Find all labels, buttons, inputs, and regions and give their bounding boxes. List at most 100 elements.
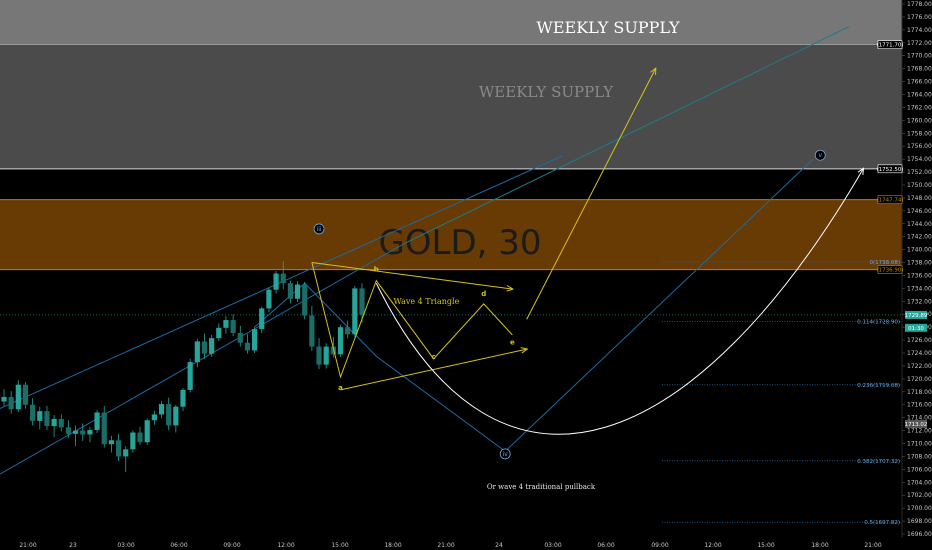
candle-body	[80, 430, 86, 435]
x-tick-label: 03:00	[544, 542, 561, 549]
trend-lines-layer	[0, 26, 850, 475]
wave-label: b	[374, 266, 379, 274]
price-axis[interactable]	[902, 0, 932, 538]
candle-body	[87, 429, 93, 435]
candle-body	[187, 362, 193, 390]
fib-levels-layer: 0(1738.08) 0.114(1728.90) 0.236(1719.08) 0.…	[0, 260, 902, 526]
zone-orange-zone	[0, 199, 902, 270]
wave-label: c	[432, 353, 436, 361]
candle-body	[73, 430, 79, 434]
candle-body	[330, 346, 336, 355]
triangle-zigzag	[311, 262, 513, 379]
candle-body	[237, 332, 243, 343]
zone-weekly-supply	[0, 44, 902, 169]
y-tick-label: 1762.00	[907, 104, 932, 111]
y-tick-label: 1712.00	[907, 428, 932, 435]
y-tick-label: 1742.00	[907, 234, 932, 241]
y-tick-label: 1736.00	[907, 272, 932, 279]
price-badge-text: (1771.70)	[876, 43, 903, 49]
time-axis[interactable]	[0, 538, 932, 550]
x-tick-label: 24	[495, 542, 503, 549]
y-tick-label: 1718.00	[907, 389, 932, 396]
candle-body	[280, 273, 286, 284]
x-tick-label: 21:00	[864, 542, 881, 549]
price-badge-text: 1713.02	[905, 422, 928, 428]
y-tick-label: 1722.00	[907, 363, 932, 370]
y-tick-label: 1734.00	[907, 285, 932, 292]
candle-body	[180, 389, 186, 407]
chart-annotation: Or wave 4 traditional pullback	[487, 483, 596, 491]
price-badge-box	[905, 323, 927, 332]
y-tick-label: 1732.00	[907, 298, 932, 305]
y-tick-label: 1710.00	[907, 441, 932, 448]
y-tick-label: 1738.00	[907, 260, 932, 267]
y-tick-label: 1770.00	[907, 53, 932, 60]
y-tick-label: 1774.00	[907, 27, 932, 34]
fib-label: 0.382(1707.32)	[857, 459, 900, 465]
candle-body	[8, 396, 14, 410]
y-tick-label: 1778.00	[907, 1, 932, 8]
x-tick-label: 15:00	[331, 542, 348, 549]
price-badge-text: 1729.89	[905, 313, 928, 319]
price-badge-text: (1747.74)	[876, 198, 903, 204]
price-badge-text: 01:30	[908, 326, 924, 332]
candle-body	[266, 289, 272, 309]
wave-label-circle	[313, 223, 325, 235]
wave-label: iii	[317, 226, 322, 233]
y-tick-label: 1716.00	[907, 402, 932, 409]
candle-body	[302, 284, 308, 316]
x-tick-label: 18:00	[811, 542, 828, 549]
candle-body	[51, 418, 57, 427]
y-tick-label: 1724.00	[907, 350, 932, 357]
candle-body	[166, 404, 172, 426]
price-badge-box	[877, 195, 903, 204]
x-tick-label: 21:00	[19, 542, 36, 549]
candle-body	[259, 308, 265, 330]
y-tick-label: 1758.00	[907, 130, 932, 137]
price-badge-text: (1736.90)	[876, 268, 903, 274]
x-tick-label: 06:00	[170, 542, 187, 549]
candle-body	[194, 341, 200, 363]
arrow-yellow-arrow	[526, 69, 656, 320]
y-tick-label: 1754.00	[907, 156, 932, 163]
fib-label: 0(1738.08)	[869, 260, 900, 266]
x-tick-label: 06:00	[597, 542, 614, 549]
candle-body	[115, 440, 122, 457]
wave-label: d	[481, 290, 486, 298]
x-tick-label: 12:00	[704, 542, 721, 549]
y-axis-labels: 1778.00 1776.00 1774.00 1772.00 1770.00 1768.…	[876, 1, 932, 538]
candle-body	[287, 283, 293, 299]
candle-body	[151, 414, 157, 421]
candle-body	[108, 440, 114, 445]
x-tick-label: 03:00	[117, 542, 134, 549]
candle-body	[223, 320, 229, 328]
zone-label-weekly-supply: WEEKLY SUPPLY	[479, 83, 614, 101]
candles-layer	[1, 261, 365, 472]
candle-body	[323, 346, 329, 365]
candle-body	[273, 273, 279, 290]
price-badge-box	[905, 310, 927, 319]
price-badge-box	[905, 419, 927, 428]
chart-annotation: Wave 4 Triangle	[394, 297, 460, 306]
y-tick-label: 1714.00	[907, 415, 932, 422]
x-tick-label: 18:00	[384, 542, 401, 549]
x-tick-label: 21:00	[437, 542, 454, 549]
price-badge-box	[877, 40, 903, 50]
candle-body	[65, 427, 72, 434]
y-tick-label: 1748.00	[907, 195, 932, 202]
y-tick-label: 1698.00	[907, 518, 932, 525]
symbol-watermark: GOLD, 30	[378, 223, 541, 263]
y-tick-label: 1706.00	[907, 466, 932, 473]
fib-label: 0.114(1728.90)	[857, 319, 900, 325]
y-tick-label: 1768.00	[907, 66, 932, 73]
candle-body	[244, 342, 251, 351]
candle-body	[101, 412, 107, 445]
zones-layer: WEEKLY SUPPLY WEEKLY SUPPLY	[0, 0, 902, 271]
triangle-upper-line	[311, 262, 512, 290]
candle-body	[22, 384, 29, 405]
candle-body	[345, 327, 351, 335]
candle-body	[352, 288, 358, 335]
candle-body	[15, 384, 21, 410]
candle-body	[209, 338, 215, 354]
